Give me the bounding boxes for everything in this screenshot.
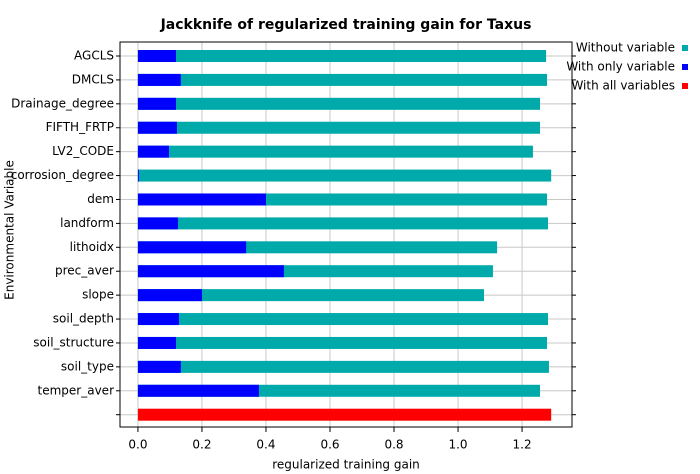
legend-swatch [682,64,688,70]
bar [137,313,179,326]
bar [137,97,177,110]
y-tick-label: Drainage_degree [11,96,114,110]
x-tick-label: 0.6 [320,438,339,452]
bar [137,217,548,230]
x-tick-label: 0.8 [384,438,403,452]
x-tick-label: 0.2 [192,438,211,452]
y-tick-label: DMCLS [72,72,114,86]
bar [137,289,202,302]
legend-label: With all variables [571,79,675,93]
legend-swatch [682,83,688,89]
bar [137,121,540,134]
bar [137,97,540,110]
y-tick-label: corrosion_degree [11,168,114,182]
plot-border [119,41,573,428]
bar [137,73,181,86]
bar [137,73,548,86]
bar [137,408,552,421]
bar [137,360,549,373]
y-tick-label: soil_depth [53,312,114,326]
chart-title: Jackknife of regularized training gain f… [160,17,532,33]
bar [137,50,547,62]
legend-swatch [682,45,688,51]
y-tick-label: LV2_CODE [52,144,114,158]
y-tick-label: AGCLS [74,49,114,63]
y-tick-label: soil_type [61,359,114,373]
bar [137,336,177,349]
y-tick-label: landform [60,216,114,230]
legend-label: With only variable [566,60,675,74]
bar [137,241,247,254]
bar [137,193,266,206]
y-axis-label: Environmental Variable [3,160,17,300]
y-tick-label: prec_aver [55,264,114,278]
bar [137,313,548,326]
bar [137,169,139,182]
x-tick-label: 0.4 [256,438,275,452]
bar [137,169,552,182]
y-tick-label: dem [87,192,114,206]
bar [137,265,284,278]
bar [137,217,178,230]
x-tick-label: 1.2 [513,438,532,452]
x-tick-label: 1.0 [448,438,467,452]
bar [137,360,181,373]
bar [137,145,169,158]
bar [137,145,533,158]
x-tick-label: 0.0 [128,438,147,452]
y-tick-label: soil_structure [33,335,114,349]
y-tick-label: temper_aver [38,383,115,397]
y-tick-label: lithoidx [70,240,114,254]
y-tick-label: FIFTH_FRTP [46,120,114,134]
bar [137,336,548,349]
legend-label: Without variable [576,41,675,55]
y-tick-label: slope [82,288,114,302]
bar [137,289,484,302]
bar [137,384,259,397]
bar [137,50,177,62]
x-axis-label: regularized training gain [272,458,420,472]
bar [137,121,177,134]
